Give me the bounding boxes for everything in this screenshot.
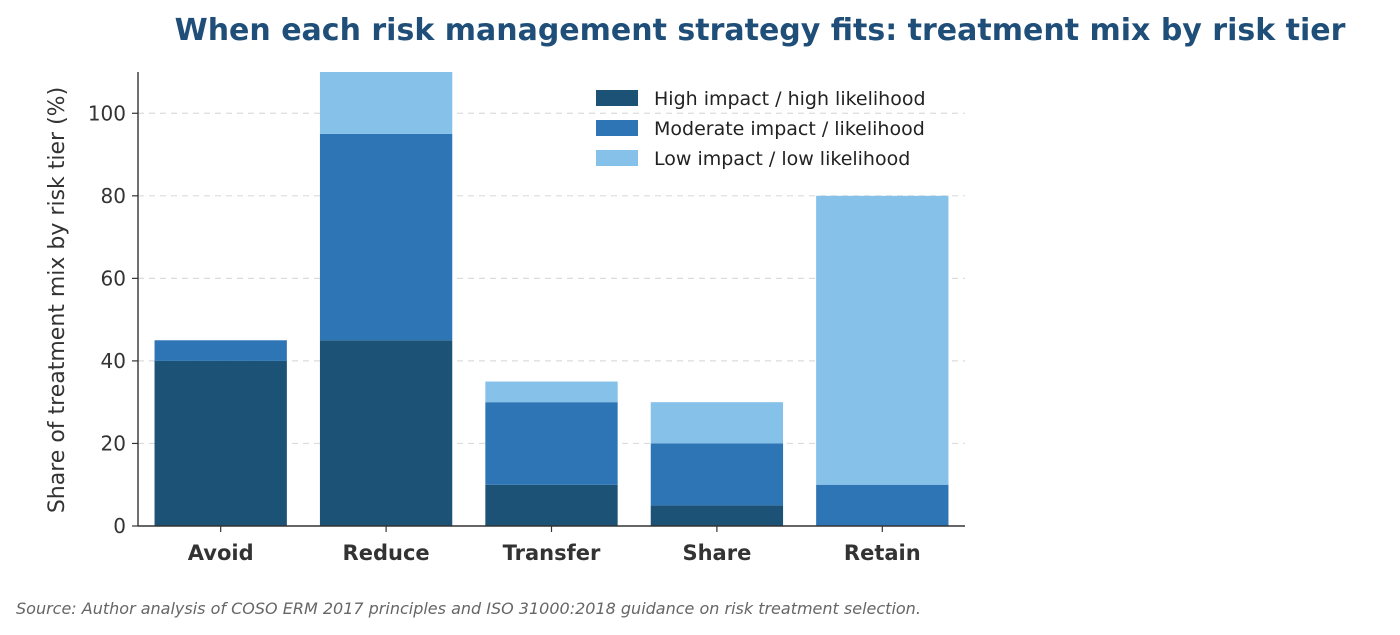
y-tick-label: 80 (101, 184, 126, 208)
bar-reduce-series-0 (319, 340, 453, 526)
legend-swatch (596, 120, 638, 136)
ticks-layer: 0 20 40 60 80 100 Avoid Reduce Transfer Share Reta… (88, 101, 921, 565)
bars-layer (154, 72, 949, 526)
legend-label: Moderate impact / likelihood (654, 118, 925, 140)
legend-label: Low impact / low likelihood (654, 148, 910, 170)
x-tick-label-share: Share (682, 541, 751, 565)
source-note: Source: Author analysis of COSO ERM 2017… (16, 599, 921, 618)
y-axis-label: Share of treatment mix by risk tier (%) (45, 87, 70, 513)
legend-swatch (596, 150, 638, 166)
bar-share-series-1 (650, 443, 784, 506)
y-tick-label: 100 (88, 101, 126, 125)
bar-reduce-series-2 (319, 72, 453, 134)
x-tick-label-avoid: Avoid (188, 541, 254, 565)
y-tick-label: 60 (101, 266, 126, 290)
bar-share-series-2 (650, 402, 784, 444)
bar-transfer-series-2 (485, 381, 618, 403)
bar-transfer-series-1 (485, 402, 618, 485)
bar-share-series-0 (650, 505, 784, 526)
bar-retain-series-2 (816, 195, 949, 485)
bar-transfer-series-0 (485, 484, 618, 526)
y-tick-label: 40 (101, 349, 126, 373)
x-tick-label-reduce: Reduce (343, 541, 430, 565)
y-tick-label: 0 (113, 514, 126, 538)
bar-retain-series-1 (816, 484, 949, 526)
legend-swatch (596, 90, 638, 106)
x-tick-label-transfer: Transfer (503, 541, 601, 565)
x-tick-label-retain: Retain (844, 541, 921, 565)
bar-reduce-series-1 (319, 133, 453, 341)
legend-label: High impact / high likelihood (654, 88, 926, 110)
chart-title: When each risk management strategy fits:… (175, 13, 1346, 48)
legend: High impact / high likelihood Moderate im… (596, 88, 926, 170)
y-tick-label: 20 (101, 431, 126, 455)
bar-avoid-series-1 (154, 340, 287, 361)
bar-avoid-series-0 (154, 360, 287, 526)
